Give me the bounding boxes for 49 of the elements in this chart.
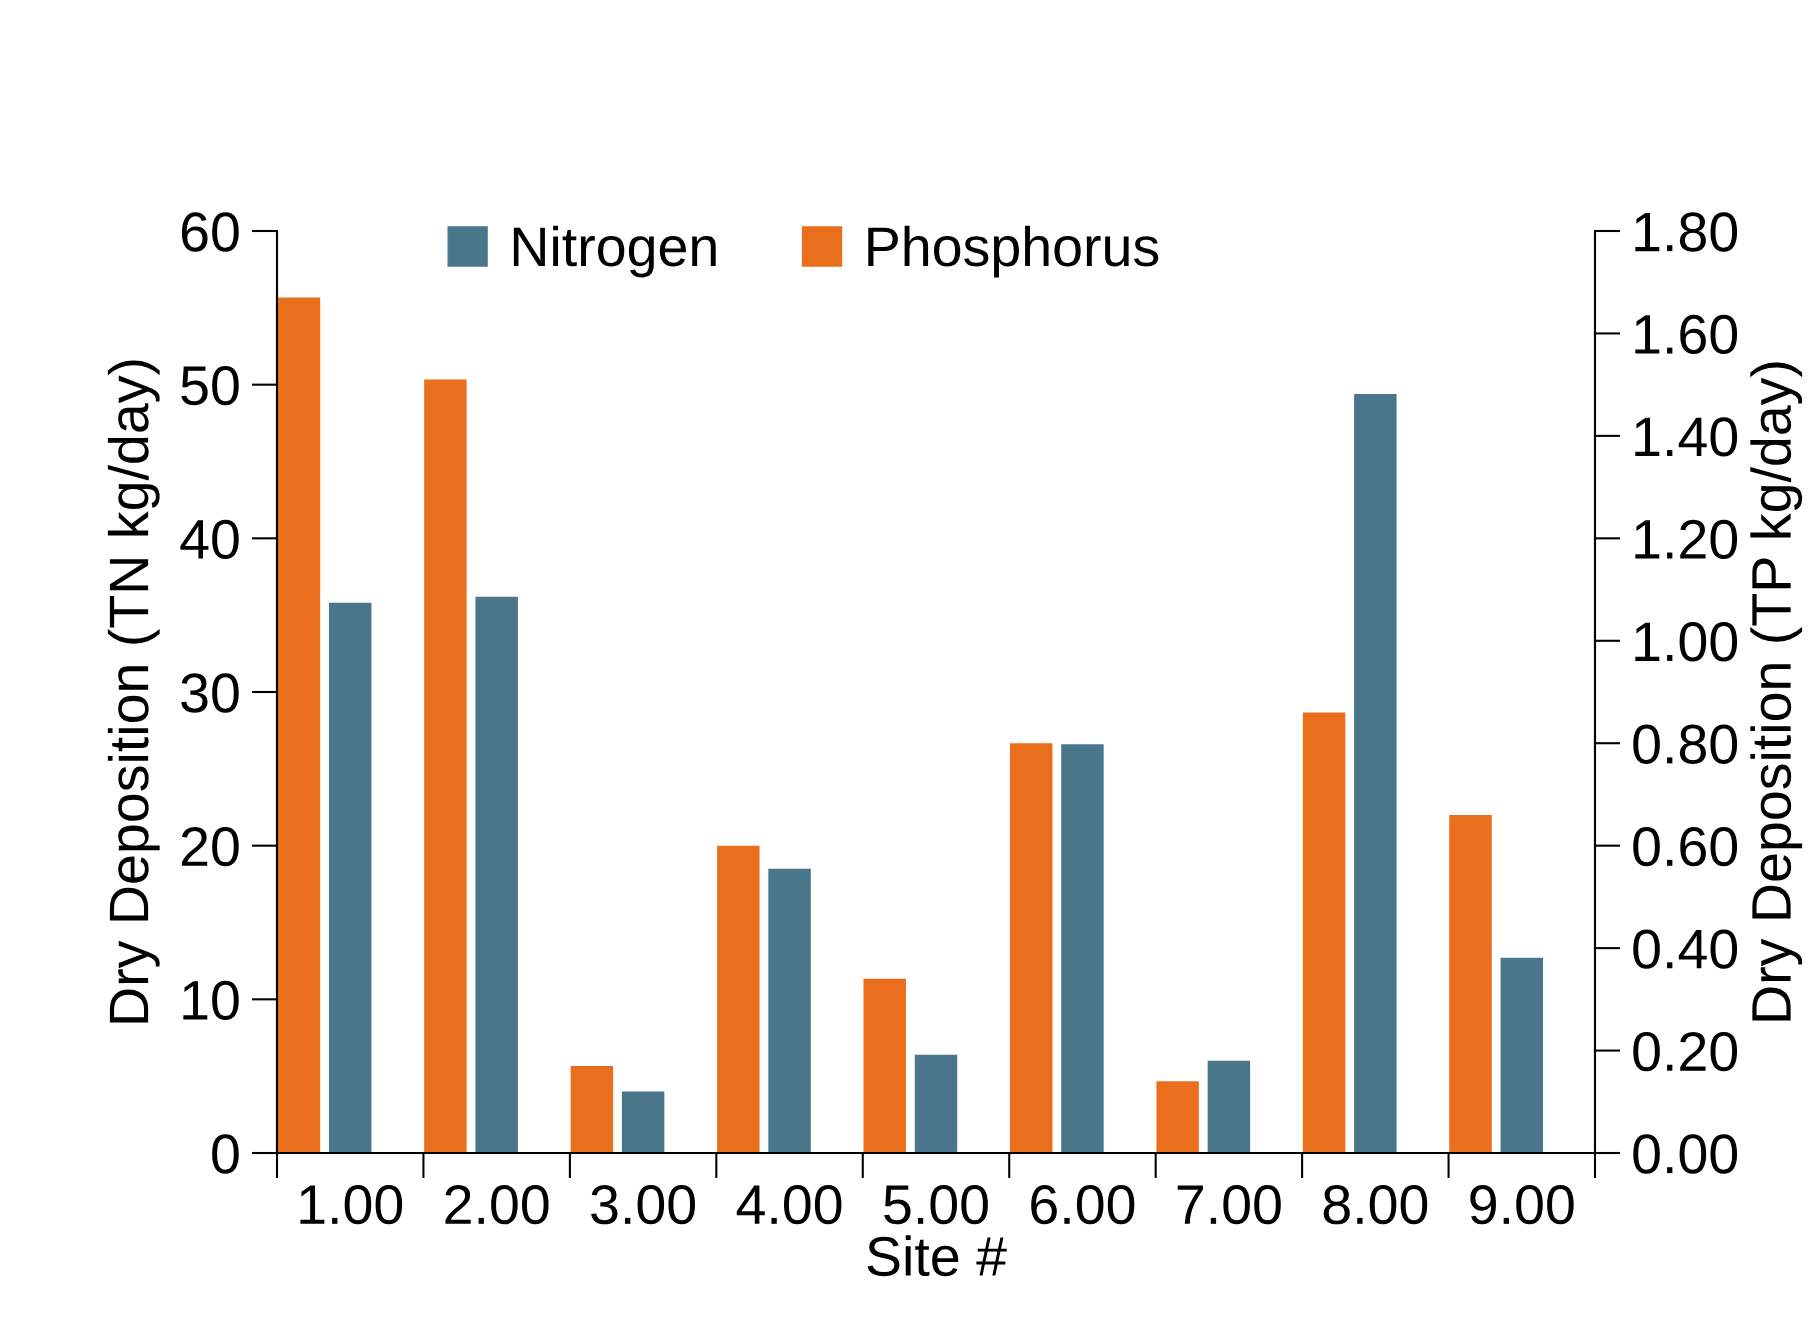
legend-label: Nitrogen — [513, 225, 716, 278]
y-tick-label: 10 — [183, 980, 239, 1021]
y2-tick-label: 1.00 — [1635, 622, 1738, 662]
y2-tick-label: 0.00 — [1633, 1134, 1738, 1174]
bar — [1302, 712, 1346, 1153]
bar — [328, 602, 372, 1153]
y2-tick-label: 0.20 — [1633, 1031, 1738, 1072]
x-tick-label: 5.00 — [884, 1185, 988, 1225]
y-tick-label: 30 — [181, 673, 239, 713]
bar — [863, 978, 906, 1153]
y-tick-label: 0 — [212, 1134, 239, 1174]
bar — [621, 1091, 665, 1153]
bar — [1156, 1081, 1199, 1153]
y2-tick-label: 1.40 — [1635, 417, 1738, 457]
x-tick-label: 9.00 — [1470, 1185, 1574, 1225]
x-tick-label: 4.00 — [736, 1185, 842, 1225]
y2-tick-label: 0.40 — [1633, 929, 1738, 969]
bar — [1207, 1060, 1251, 1153]
bar — [1061, 744, 1104, 1153]
y-tick-label: 50 — [181, 366, 239, 406]
bar — [277, 297, 321, 1153]
bar — [768, 868, 811, 1153]
y-tick-label: 60 — [181, 212, 239, 252]
y2-tick-label: 1.20 — [1635, 519, 1738, 560]
legend-label: Phosphorus — [868, 225, 1159, 278]
x-tick-label: 3.00 — [591, 1185, 696, 1225]
bar — [1449, 814, 1492, 1153]
x-tick-label: 8.00 — [1323, 1185, 1428, 1225]
y2-axis-title: Dry Deposition (TP kg/day) — [1750, 362, 1803, 1021]
y-tick-label: 20 — [181, 827, 239, 867]
bar — [717, 845, 760, 1153]
y2-tick-label: 0.60 — [1633, 827, 1738, 867]
bar — [475, 596, 518, 1153]
bar — [424, 379, 467, 1153]
bar — [1500, 957, 1544, 1153]
y2-tick-label: 1.80 — [1635, 212, 1738, 252]
x-axis-title: Site # — [867, 1235, 1007, 1277]
bar — [1354, 393, 1397, 1153]
bar — [570, 1065, 614, 1153]
y-tick-label: 40 — [180, 519, 239, 560]
x-tick-label: 6.00 — [1031, 1185, 1135, 1225]
y2-tick-label: 1.60 — [1635, 314, 1738, 355]
x-tick-label: 2.00 — [445, 1185, 549, 1225]
bar — [914, 1054, 958, 1153]
bar — [1009, 743, 1053, 1153]
y-axis-title: Dry Deposition (TN kg/day) — [107, 360, 160, 1023]
y2-tick-label: 0.80 — [1633, 724, 1738, 764]
x-tick-label: 1.00 — [300, 1185, 403, 1225]
x-tick-label: 7.00 — [1177, 1185, 1281, 1225]
